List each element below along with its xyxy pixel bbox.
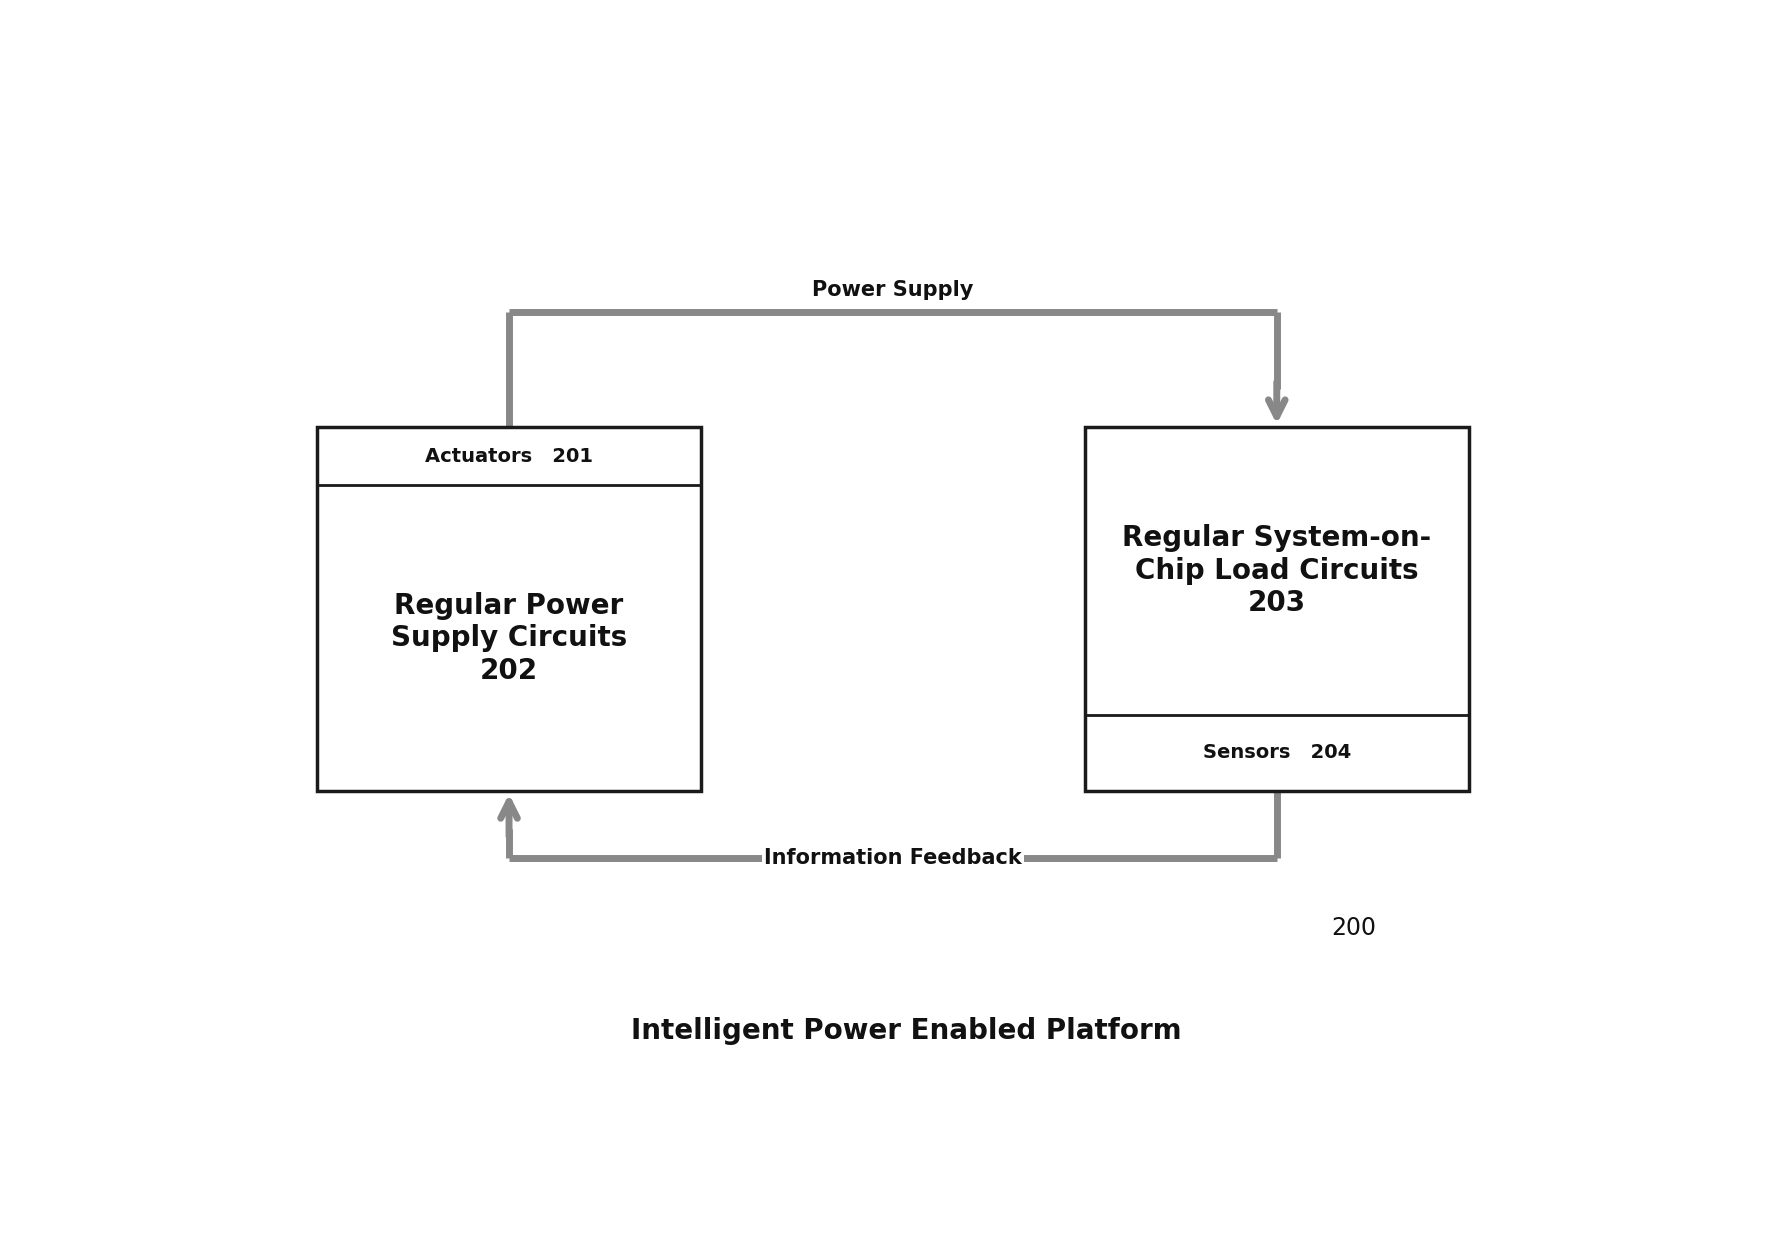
Bar xyxy=(1084,427,1468,791)
Text: 200: 200 xyxy=(1332,916,1376,939)
Bar xyxy=(317,427,701,791)
Text: Sensors   204: Sensors 204 xyxy=(1203,744,1352,763)
Text: Regular System-on-
Chip Load Circuits
203: Regular System-on- Chip Load Circuits 20… xyxy=(1122,525,1431,617)
Text: Regular Power
Supply Circuits
202: Regular Power Supply Circuits 202 xyxy=(391,592,628,684)
Text: Actuators   201: Actuators 201 xyxy=(425,447,593,465)
Text: Power Supply: Power Supply xyxy=(812,280,973,300)
Text: Information Feedback: Information Feedback xyxy=(764,848,1022,868)
Text: Intelligent Power Enabled Platform: Intelligent Power Enabled Platform xyxy=(632,1016,1182,1045)
